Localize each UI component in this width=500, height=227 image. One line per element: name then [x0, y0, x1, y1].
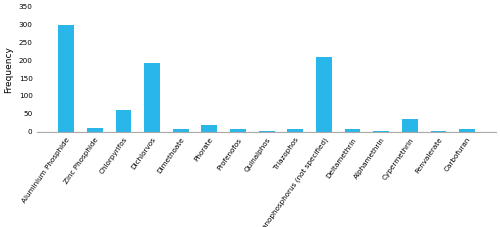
Bar [58, 25, 74, 132]
Bar [288, 129, 303, 132]
Bar [430, 131, 446, 132]
Bar [316, 57, 332, 132]
Bar [374, 131, 389, 132]
Bar [173, 129, 188, 132]
Bar [202, 125, 217, 132]
Bar [144, 63, 160, 132]
Bar [87, 128, 102, 132]
Bar [344, 129, 360, 132]
Bar [259, 131, 274, 132]
Bar [230, 129, 246, 132]
Y-axis label: Frequency: Frequency [4, 46, 13, 93]
Bar [402, 119, 417, 132]
Bar [116, 110, 132, 132]
Bar [459, 129, 475, 132]
